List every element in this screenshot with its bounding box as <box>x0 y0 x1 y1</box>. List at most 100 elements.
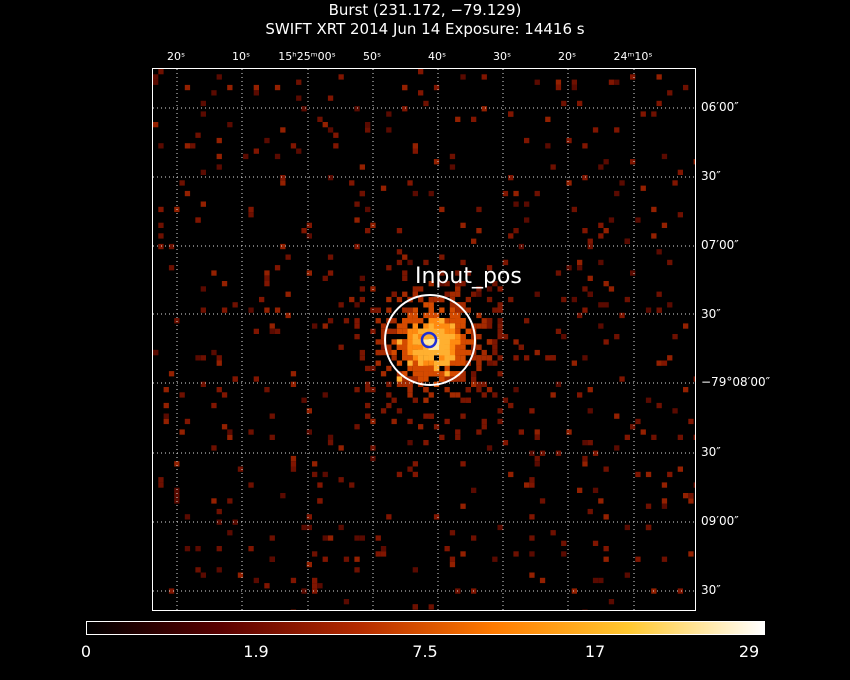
photon-pixel <box>396 328 403 334</box>
xray-image: Input_pos <box>153 69 695 610</box>
photon-pixel <box>200 111 206 117</box>
photon-pixel <box>460 349 466 356</box>
photon-pixel <box>630 424 636 430</box>
photon-pixel <box>486 339 493 345</box>
photon-pixel <box>412 286 418 292</box>
photon-pixel <box>534 434 540 440</box>
photon-pixel <box>476 381 482 387</box>
photon-pixel <box>301 588 307 594</box>
dec-tick-label: 09′00″ <box>701 514 739 528</box>
dec-tick-label: 07′00″ <box>701 238 739 252</box>
photon-pixel <box>380 339 387 345</box>
photon-pixel <box>227 530 233 536</box>
photon-pixel <box>608 79 615 85</box>
photon-pixel <box>449 164 456 170</box>
photon-pixel <box>497 418 503 425</box>
photon-pixel <box>322 275 328 281</box>
photon-pixels <box>153 69 695 610</box>
photon-pixel <box>439 376 445 382</box>
photon-pixel <box>449 296 456 303</box>
photon-pixel <box>598 498 604 504</box>
photon-pixel <box>402 275 408 281</box>
photon-pixel <box>455 318 461 324</box>
photon-pixel <box>481 355 487 361</box>
photon-pixel <box>460 461 466 467</box>
photon-pixel <box>306 270 312 276</box>
photon-pixel <box>327 254 334 260</box>
photon-pixel <box>486 265 493 271</box>
photon-pixel <box>290 461 297 467</box>
photon-pixel <box>524 137 530 144</box>
photon-pixel <box>163 402 169 409</box>
photon-pixel <box>582 461 588 467</box>
photon-pixel <box>455 270 461 276</box>
photon-pixel <box>566 180 572 186</box>
photon-pixel <box>449 360 456 366</box>
photon-pixel <box>539 577 546 584</box>
photon-pixel <box>439 328 445 334</box>
photon-pixel <box>476 355 482 361</box>
photon-pixel <box>661 498 668 504</box>
photon-pixel <box>688 418 694 425</box>
photon-pixel <box>444 355 450 361</box>
photon-pixel <box>566 137 572 144</box>
photon-pixel <box>396 249 403 255</box>
photon-pixel <box>428 392 434 398</box>
photon-pixel <box>433 371 440 377</box>
photon-pixel <box>184 546 191 552</box>
photon-pixel <box>375 318 381 324</box>
photon-pixel <box>471 291 477 297</box>
photon-pixel <box>418 69 424 75</box>
photon-pixel <box>200 169 206 175</box>
photon-pixel <box>211 402 217 409</box>
photon-pixel <box>174 493 180 499</box>
photon-pixel <box>455 344 461 350</box>
photon-pixel <box>407 392 413 398</box>
photon-pixel <box>476 286 482 292</box>
photon-pixel <box>428 307 434 313</box>
photon-pixel <box>492 307 498 313</box>
photon-pixel <box>354 106 360 112</box>
photon-pixel <box>481 323 487 329</box>
photon-pixel <box>518 344 524 350</box>
photon-pixel <box>423 355 429 361</box>
photon-pixel <box>412 312 418 319</box>
photon-pixel <box>428 365 434 372</box>
photon-pixel <box>365 228 371 234</box>
photon-pixel <box>359 349 365 356</box>
photon-pixel <box>656 360 662 366</box>
photon-pixel <box>396 228 403 234</box>
photon-pixel <box>200 201 206 207</box>
photon-pixel <box>402 318 408 324</box>
photon-pixel <box>396 344 403 350</box>
photon-pixel <box>423 349 429 356</box>
photon-pixel <box>290 371 297 377</box>
photon-pixel <box>444 387 450 393</box>
dec-tick-label: 30″ <box>701 169 721 183</box>
photon-pixel <box>195 132 201 138</box>
photon-pixel <box>333 143 339 149</box>
photon-pixel <box>365 402 371 409</box>
photon-pixel <box>444 365 450 372</box>
photon-pixel <box>306 408 312 414</box>
photon-pixel <box>412 397 418 403</box>
photon-pixel <box>365 206 371 213</box>
photon-pixel <box>312 583 318 589</box>
photon-pixel <box>497 323 503 329</box>
photon-pixel <box>274 328 281 334</box>
photon-pixel <box>386 349 392 356</box>
photon-pixel <box>486 286 493 292</box>
photon-pixel <box>471 376 477 382</box>
photon-pixel <box>476 206 482 213</box>
photon-pixel <box>518 429 524 435</box>
photon-pixel <box>582 455 588 462</box>
photon-pixel <box>449 302 456 308</box>
photon-pixel <box>667 259 673 266</box>
photon-pixel <box>211 445 217 451</box>
photon-pixel <box>407 259 413 266</box>
photon-pixel <box>444 418 450 425</box>
photon-pixel <box>407 466 413 472</box>
photon-pixel <box>460 339 466 345</box>
photon-pixel <box>534 349 540 356</box>
photon-pixel <box>449 312 456 319</box>
